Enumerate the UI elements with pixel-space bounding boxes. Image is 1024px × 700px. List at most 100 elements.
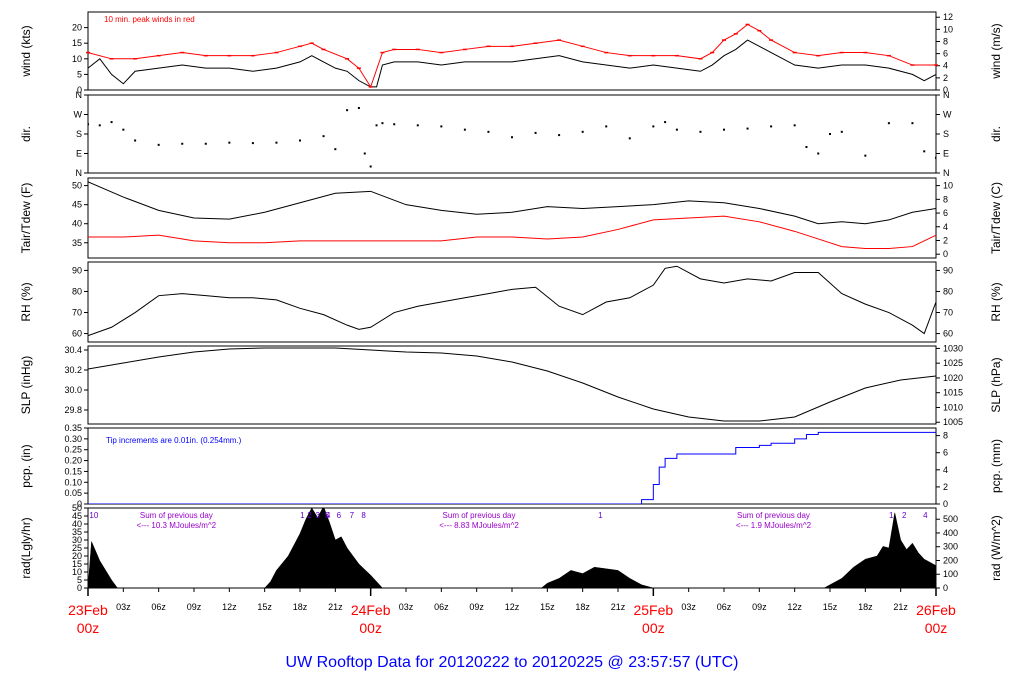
dir-point	[887, 122, 890, 125]
temp-right-tick-label: 6	[943, 208, 948, 218]
rad-ylabel-left: rad(Lgly/hr)	[19, 517, 33, 578]
x-hour-tick-label: 12z	[222, 602, 237, 612]
dir-point	[511, 136, 513, 139]
pcp-series-line	[88, 431, 936, 504]
temp-series-line	[88, 181, 936, 225]
rad-left-tick-label: 45	[72, 511, 82, 521]
x-hour-tick-label: 21z	[893, 602, 908, 612]
rad-peak-label: 4	[923, 511, 928, 520]
wind-right-tick-label: 6	[943, 49, 948, 59]
dir-panel-frame	[87, 94, 937, 174]
x-day-label-date: 25Feb	[633, 602, 673, 618]
pcp-left-tick-label: 0.25	[64, 445, 82, 455]
slp-ylabel-left: SLP (inHg)	[19, 356, 33, 414]
rh-right-tick-label: 60	[943, 329, 953, 339]
rad-peak-label: 5	[325, 511, 330, 520]
slp-left-tick-label: 30.0	[64, 385, 82, 395]
temp-series-line	[88, 215, 936, 249]
rad-left-tick-label: 30	[72, 535, 82, 545]
dir-left-tick-label: S	[76, 129, 82, 139]
dir-right-tick-label: N	[943, 90, 950, 100]
slp-right-tick-label: 1010	[943, 402, 963, 412]
slp-left-tick-label: 30.2	[64, 365, 82, 375]
pcp-left-tick-label: 0.35	[64, 423, 82, 433]
rad-left-tick-label: 0	[77, 583, 82, 593]
pcp-left-tick-label: 0.05	[64, 488, 82, 498]
pcp-right-tick-label: 6	[943, 448, 948, 458]
rad-peak-label: 8	[361, 511, 366, 520]
temp-right-tick-label: 2	[943, 235, 948, 245]
dir-point	[805, 146, 808, 148]
slp-left-tick-label: 29.8	[64, 405, 82, 415]
dir-point	[664, 121, 667, 124]
x-hour-tick-label: 15z	[540, 602, 555, 612]
rad-peak-label: 6	[337, 511, 342, 520]
dir-point	[334, 148, 337, 151]
wind-left-tick-label: 10	[72, 54, 82, 64]
wind-right-tick-label: 8	[943, 36, 948, 46]
rad-left-tick-label: 10	[72, 567, 82, 577]
rad-day-note-line1: Sum of previous day	[443, 511, 516, 520]
dir-point	[463, 128, 466, 131]
rh-ylabel-left: RH (%)	[19, 282, 33, 321]
wind-panel-frame	[87, 11, 937, 91]
x-hour-tick-label: 15z	[257, 602, 272, 612]
dir-point	[122, 128, 125, 131]
slp-right-tick-label: 1005	[943, 417, 963, 427]
dir-point	[675, 128, 678, 131]
rad-day-note-line1: Sum of previous day	[737, 511, 810, 520]
rad-peak-label: 7	[350, 511, 355, 520]
dir-point	[134, 139, 137, 142]
rh-right-tick-label: 70	[943, 308, 953, 318]
rad-peak-label: 2	[307, 511, 312, 520]
rad-right-tick-label: 100	[943, 569, 958, 579]
x-hour-tick-label: 18z	[293, 602, 308, 612]
wind-series-line	[88, 39, 936, 88]
x-day-label-date: 24Feb	[351, 602, 391, 618]
dir-left-tick-label: N	[76, 90, 83, 100]
pcp-left-tick-label: 0.30	[64, 434, 82, 444]
dir-ylabel-right: dir.	[989, 126, 1003, 142]
wind-right-tick-label: 4	[943, 61, 948, 71]
dir-point	[416, 124, 419, 127]
wind-left-tick-label: 0	[77, 85, 82, 95]
pcp-ylabel-left: pcp. (in)	[19, 444, 33, 487]
rad-peak-label: 1	[598, 511, 603, 520]
rad-left-tick-label: 35	[72, 527, 82, 537]
temp-left-tick-label: 45	[72, 200, 82, 210]
rad-peak-label: 1	[889, 511, 894, 520]
rad-right-tick-label: 200	[943, 555, 958, 565]
x-hour-tick-label: 09z	[187, 602, 202, 612]
temp-right-tick-label: 4	[943, 222, 948, 232]
x-day-label-date: 26Feb	[916, 602, 956, 618]
pcp-right-tick-label: 0	[943, 499, 948, 509]
rad-left-tick-label: 5	[77, 575, 82, 585]
dir-point	[440, 125, 443, 128]
rh-left-tick-label: 90	[72, 265, 82, 275]
rh-right-tick-label: 90	[943, 265, 953, 275]
slp-right-tick-label: 1025	[943, 358, 963, 368]
dir-point	[487, 130, 490, 133]
x-hour-tick-label: 12z	[505, 602, 520, 612]
rad-day-note-line1: Sum of previous day	[140, 511, 213, 520]
dir-right-tick-label: W	[943, 110, 952, 120]
pcp-ylabel-right: pcp. (mm)	[989, 439, 1003, 493]
dir-point	[605, 125, 608, 128]
wind-series-line	[88, 23, 936, 89]
temp-right-tick-label: 0	[943, 249, 948, 259]
dir-point	[98, 124, 101, 127]
dir-point	[375, 124, 378, 127]
rh-ylabel-right: RH (%)	[989, 282, 1003, 321]
dir-point	[840, 130, 843, 133]
pcp-left-tick-label: 0.15	[64, 466, 82, 476]
rad-peak-label: 3	[315, 511, 320, 520]
rad-day-note-line2: <--- 10.3 MJoules/m^2	[137, 521, 217, 530]
rh-left-tick-label: 60	[72, 329, 82, 339]
rh-left-tick-label: 70	[72, 308, 82, 318]
rh-right-tick-label: 80	[943, 286, 953, 296]
x-hour-tick-label: 12z	[787, 602, 802, 612]
rad-peak-label: 2	[902, 511, 907, 520]
dir-left-tick-label: W	[74, 110, 83, 120]
dir-point	[228, 141, 231, 144]
